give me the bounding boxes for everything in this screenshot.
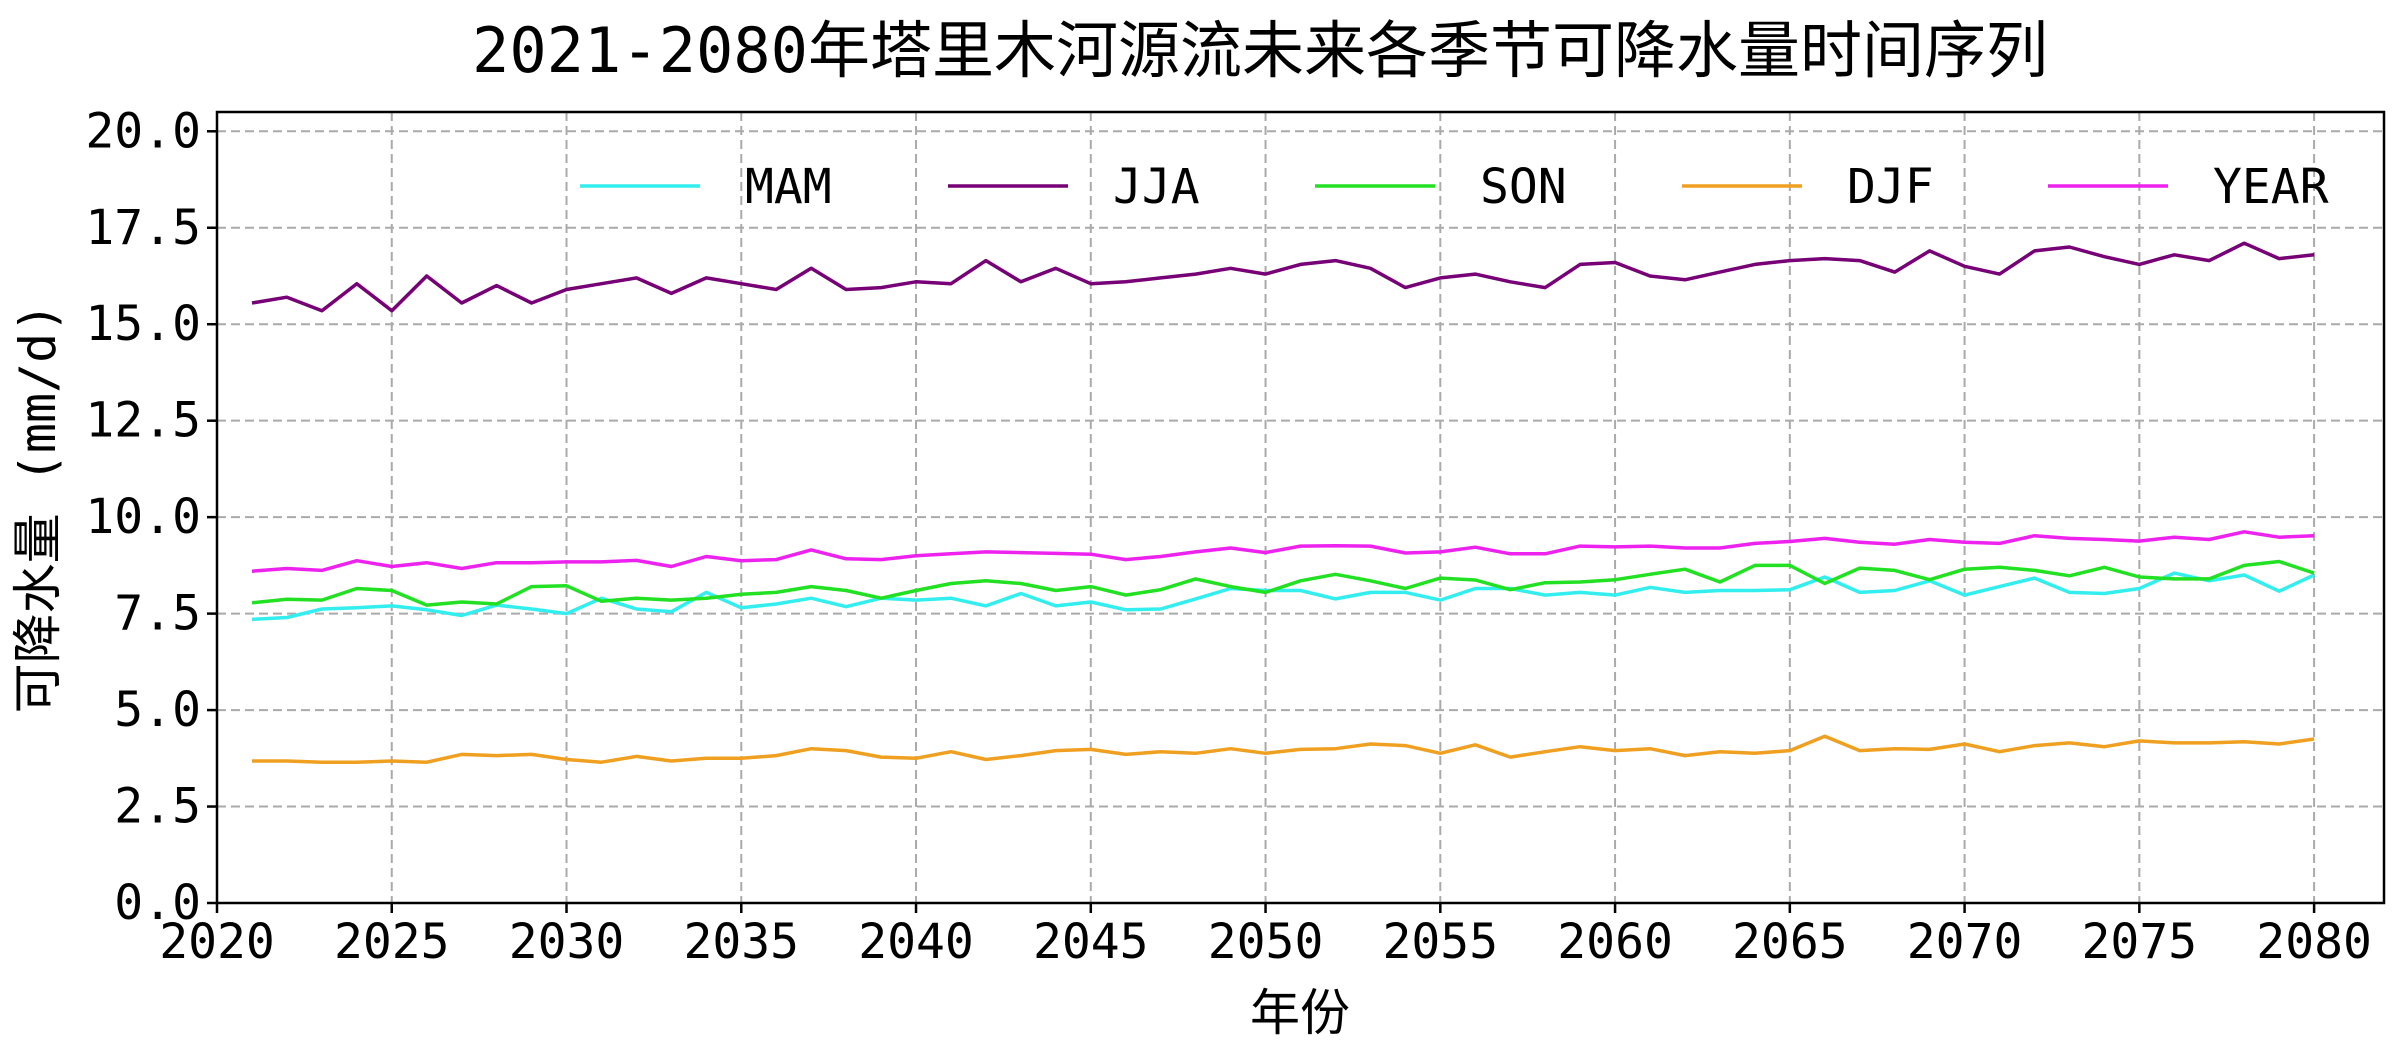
y-tick-label: 10.0 [85,489,201,545]
x-tick-label: 2080 [2256,914,2372,970]
y-axis-label: 可降水量 (mm/d) [9,303,67,714]
legend-label-mam: MAM [745,159,832,215]
x-tick-label: 2060 [1557,914,1673,970]
axis-ticks: 2020 2025 2030 2035 2040 2045 2050 2055 2060 2065… [85,103,2371,970]
legend-label-son: SON [1480,159,1567,215]
y-tick-label: 20.0 [85,103,201,159]
x-tick-label: 2035 [683,914,799,970]
y-tick-label: 5.0 [114,682,201,738]
series-line-year [251,530,2315,573]
plot-frame [215,110,2386,905]
x-tick-label: 2075 [2082,914,2198,970]
chart-title: 2021-2080年塔里木河源流未来各季节可降水量时间序列 [472,14,2048,87]
y-tick-label: 15.0 [85,296,201,352]
y-tick-label: 2.5 [114,779,201,835]
x-tick-label: 2055 [1383,914,1499,970]
x-tick-label: 2030 [509,914,625,970]
series-line-mam [251,571,2315,622]
y-tick-label: 17.5 [85,200,201,256]
x-tick-label: 2040 [858,914,974,970]
legend: MAM JJA SON DJF YEAR [580,159,2329,215]
y-tick-label: 12.5 [85,393,201,449]
x-tick-label: 2050 [1208,914,1324,970]
y-tick-label: 7.5 [114,586,201,642]
x-tick-label: 2065 [1732,914,1848,970]
series-line-jja [251,241,2315,313]
x-axis-label: 年份 [1250,984,1350,1042]
legend-label-year: YEAR [2213,159,2329,215]
series-line-son [251,559,2315,607]
x-tick-label: 2070 [1907,914,2023,970]
grid [216,112,2384,904]
x-tick-label: 2020 [159,914,275,970]
legend-label-jja: JJA [1113,159,1200,215]
y-tick-label: 0.0 [114,875,201,931]
series-lines [251,241,2315,764]
x-tick-label: 2025 [334,914,450,970]
legend-label-djf: DJF [1847,159,1934,215]
series-line-djf [252,734,2315,764]
x-tick-label: 2045 [1033,914,1149,970]
